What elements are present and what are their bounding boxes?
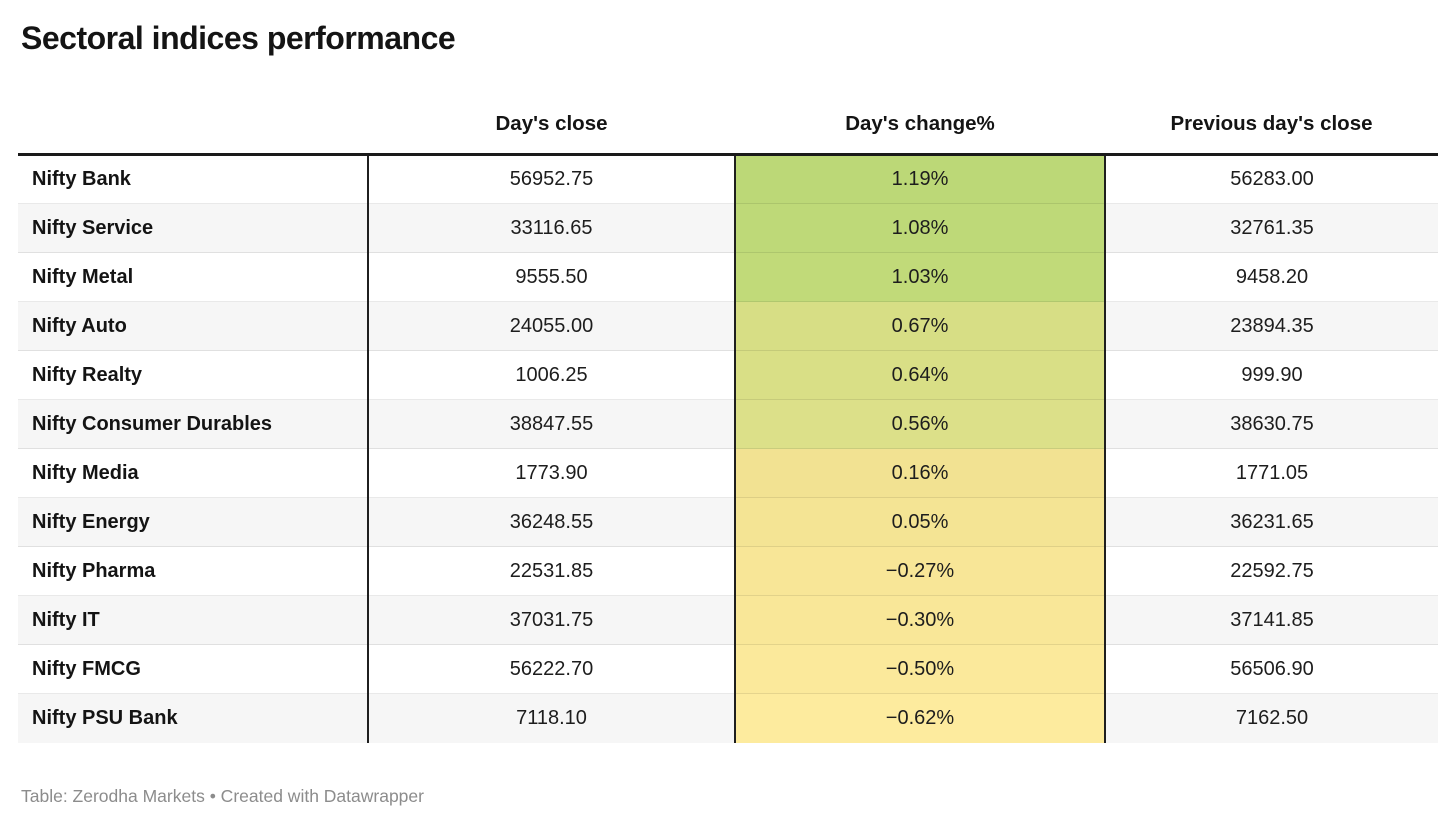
- page-title: Sectoral indices performance: [21, 20, 456, 56]
- table-row: Nifty Realty 1006.25 0.64% 999.90: [18, 350, 1438, 400]
- index-name-cell: Nifty Auto: [18, 301, 369, 351]
- table-row: Nifty Metal 9555.50 1.03% 9458.20: [18, 252, 1438, 302]
- index-name-cell: Nifty Realty: [18, 350, 369, 400]
- previous-close-cell: 7162.50: [1105, 693, 1438, 743]
- table-row: Nifty PSU Bank 7118.10 −0.62% 7162.50: [18, 693, 1438, 743]
- days-close-cell: 9555.50: [368, 252, 735, 302]
- days-close-cell: 24055.00: [368, 301, 735, 351]
- index-name-cell: Nifty IT: [18, 595, 369, 645]
- index-name-cell: Nifty Energy: [18, 497, 369, 547]
- days-close-cell: 56222.70: [368, 644, 735, 694]
- days-change-cell: 1.08%: [734, 203, 1106, 253]
- days-change-cell: −0.27%: [734, 546, 1106, 596]
- days-change-cell: −0.50%: [734, 644, 1106, 694]
- days-change-cell: 0.56%: [734, 399, 1106, 449]
- table-row: Nifty IT 37031.75 −0.30% 37141.85: [18, 595, 1438, 645]
- previous-close-cell: 23894.35: [1105, 301, 1438, 351]
- column-header-days-change: Day's change%: [735, 95, 1105, 156]
- column-header-previous-close: Previous day's close: [1105, 95, 1438, 156]
- days-close-cell: 56952.75: [368, 154, 735, 204]
- days-change-cell: 0.64%: [734, 350, 1106, 400]
- days-change-cell: −0.62%: [734, 693, 1106, 743]
- index-name-cell: Nifty Metal: [18, 252, 369, 302]
- days-close-cell: 7118.10: [368, 693, 735, 743]
- table-row: Nifty Energy 36248.55 0.05% 36231.65: [18, 497, 1438, 547]
- table-row: Nifty FMCG 56222.70 −0.50% 56506.90: [18, 644, 1438, 694]
- days-close-cell: 1773.90: [368, 448, 735, 498]
- table-row: Nifty Service 33116.65 1.08% 32761.35: [18, 203, 1438, 253]
- attribution-footer: Table: Zerodha Markets • Created with Da…: [21, 786, 424, 806]
- previous-close-cell: 56506.90: [1105, 644, 1438, 694]
- previous-close-cell: 38630.75: [1105, 399, 1438, 449]
- previous-close-cell: 56283.00: [1105, 154, 1438, 204]
- previous-close-cell: 999.90: [1105, 350, 1438, 400]
- days-close-cell: 22531.85: [368, 546, 735, 596]
- previous-close-cell: 9458.20: [1105, 252, 1438, 302]
- days-change-cell: 1.19%: [734, 154, 1106, 204]
- table-row: Nifty Auto 24055.00 0.67% 23894.35: [18, 301, 1438, 351]
- days-close-cell: 1006.25: [368, 350, 735, 400]
- days-close-cell: 33116.65: [368, 203, 735, 253]
- days-change-cell: −0.30%: [734, 595, 1106, 645]
- previous-close-cell: 1771.05: [1105, 448, 1438, 498]
- index-name-cell: Nifty Pharma: [18, 546, 369, 596]
- index-name-cell: Nifty Bank: [18, 154, 369, 204]
- index-name-cell: Nifty PSU Bank: [18, 693, 369, 743]
- previous-close-cell: 22592.75: [1105, 546, 1438, 596]
- days-close-cell: 38847.55: [368, 399, 735, 449]
- days-close-cell: 37031.75: [368, 595, 735, 645]
- previous-close-cell: 37141.85: [1105, 595, 1438, 645]
- column-header-index: [18, 95, 368, 156]
- days-change-cell: 1.03%: [734, 252, 1106, 302]
- previous-close-cell: 32761.35: [1105, 203, 1438, 253]
- table-row: Nifty Pharma 22531.85 −0.27% 22592.75: [18, 546, 1438, 596]
- days-close-cell: 36248.55: [368, 497, 735, 547]
- index-name-cell: Nifty Media: [18, 448, 369, 498]
- index-name-cell: Nifty FMCG: [18, 644, 369, 694]
- days-change-cell: 0.05%: [734, 497, 1106, 547]
- sectoral-indices-table: Day's close Day's change% Previous day's…: [18, 95, 1438, 743]
- table-row: Nifty Bank 56952.75 1.19% 56283.00: [18, 154, 1438, 204]
- table-row: Nifty Media 1773.90 0.16% 1771.05: [18, 448, 1438, 498]
- column-header-days-close: Day's close: [368, 95, 735, 156]
- table-header-row: Day's close Day's change% Previous day's…: [18, 95, 1438, 156]
- index-name-cell: Nifty Consumer Durables: [18, 399, 369, 449]
- days-change-cell: 0.67%: [734, 301, 1106, 351]
- index-name-cell: Nifty Service: [18, 203, 369, 253]
- days-change-cell: 0.16%: [734, 448, 1106, 498]
- table-row: Nifty Consumer Durables 38847.55 0.56% 3863…: [18, 399, 1438, 449]
- previous-close-cell: 36231.65: [1105, 497, 1438, 547]
